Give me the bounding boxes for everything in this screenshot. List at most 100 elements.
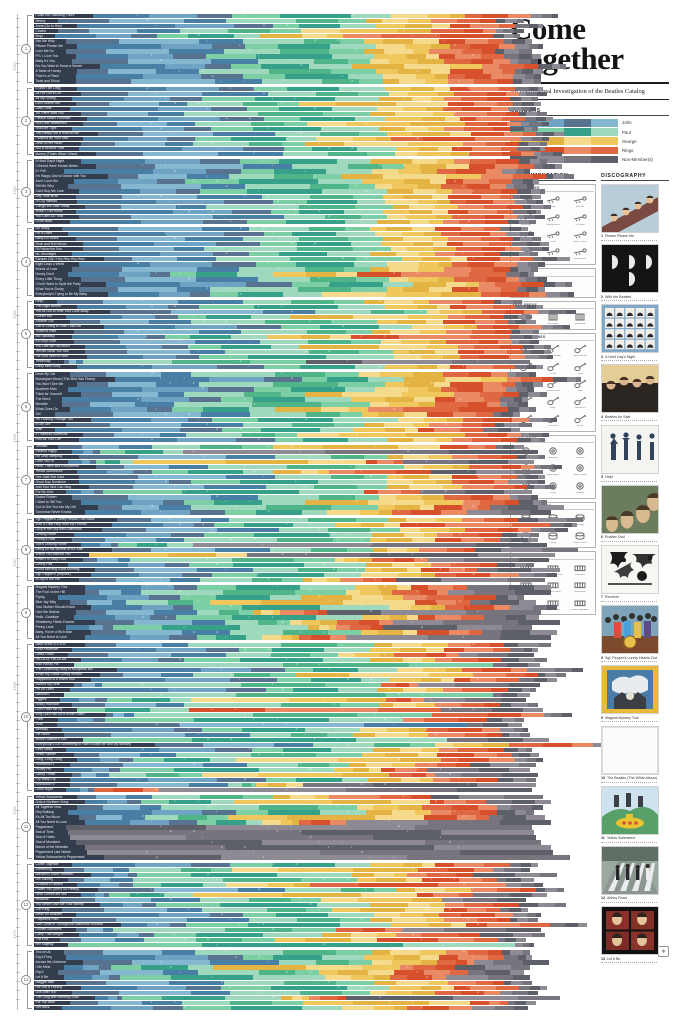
song-title-chip: You Never Give Me Your Money <box>34 902 101 908</box>
bar-segment-john <box>108 19 185 24</box>
bar-segment-paul <box>250 121 285 127</box>
song-title-chip: Wait <box>34 427 55 432</box>
bar-segment-george <box>382 595 404 600</box>
bar-segment-john <box>158 392 184 397</box>
bar-segment-nonmembers <box>541 464 553 470</box>
bar-segment-paul <box>360 677 389 683</box>
bar-segment-george <box>304 141 345 147</box>
bar-segment-paul <box>216 820 246 825</box>
bar-segment-george <box>369 226 386 232</box>
bar-segment-john <box>188 397 221 402</box>
bar-segment-nonmembers <box>515 470 544 475</box>
bar-segment-george <box>382 19 409 24</box>
bar-segment-nonmembers <box>515 69 523 74</box>
bar-segment-nonmembers <box>539 872 557 878</box>
bar-segment-paul <box>187 965 214 970</box>
bar-segment-paul <box>331 505 378 510</box>
bar-segment-john <box>151 364 218 370</box>
bar-segment-john <box>174 324 237 330</box>
bar-segment-nonmembers <box>505 387 518 392</box>
bar-segment-john <box>185 732 251 738</box>
bar-segment-ringo <box>480 194 501 199</box>
bar-segment-paul <box>254 387 291 392</box>
bar-segment-ringo <box>453 392 481 397</box>
legend-swatch <box>591 155 618 164</box>
bar-segment-nonmembers <box>500 402 508 407</box>
bar-segment-george <box>423 532 437 537</box>
bar-segment-nonmembers <box>503 34 514 39</box>
bar-segment-ringo <box>390 975 407 980</box>
bar-segment-ringo <box>487 955 504 960</box>
bar-segment-paul <box>347 59 370 64</box>
bar-segment-george <box>364 299 384 304</box>
bar-segment-nonmembers <box>539 189 546 194</box>
bar-segment-george <box>267 782 287 788</box>
song-title-chip: With a Little Help from My Friends <box>34 522 112 527</box>
bar-segment-paul <box>161 805 260 810</box>
bar-segment-john <box>202 91 268 97</box>
bar-segment-ringo <box>474 752 497 758</box>
bar-segment-john <box>115 917 187 923</box>
bar-segment-george <box>415 887 445 893</box>
song-row: I'll Follow the Sun ♪ ♩ ♫ <box>34 247 549 252</box>
bar-segment-ringo <box>500 292 530 297</box>
bar-segment-george <box>384 752 419 758</box>
bar-segment-john <box>141 397 189 402</box>
bar-segment-nonmembers <box>509 917 517 923</box>
bar-segment-ringo <box>471 131 504 137</box>
bar-segment-george <box>449 527 466 532</box>
bar-segment-ringo <box>483 226 501 232</box>
bar-segment-john <box>165 64 205 69</box>
bar-segment-paul <box>282 630 329 635</box>
bar-segment-paul <box>243 422 292 427</box>
bar-segment-john <box>181 572 212 578</box>
bar-segment-ringo <box>496 917 510 923</box>
song-title-chip: Wild Honey Pie <box>34 662 74 668</box>
release-timeline: 1963 1964 1965 1966 1967 1968 1969 1970 <box>13 14 21 1010</box>
bar-segment-nonmembers <box>443 927 507 933</box>
bar-segment-nonmembers <box>507 577 546 583</box>
bar-segment-ringo <box>423 970 450 975</box>
bar-segment-john <box>151 547 215 553</box>
album-number-badge: 8 <box>21 544 31 555</box>
bar-segment-ringo <box>448 74 465 79</box>
bar-segment-george <box>369 252 396 257</box>
bar-segment-nonmembers <box>517 214 525 219</box>
bar-segment-nonmembers <box>518 267 531 272</box>
bar-segment-ringo <box>444 495 471 500</box>
bar-segment-nonmembers <box>345 820 428 825</box>
album-tracks: Back in the U.S.S.R. ♩ ♫ ♪ ♩ Dear Prudence ♫ ♪ ♩… <box>34 642 621 793</box>
timeline-tick <box>15 720 20 721</box>
bar-segment-george <box>411 324 445 330</box>
bar-segment-john <box>157 116 220 122</box>
bar-segment-nonmembers <box>512 299 523 304</box>
bar-segment-ringo <box>494 319 508 325</box>
timeline-tick <box>15 972 20 973</box>
bar-segment-john <box>66 314 122 320</box>
album-bracket: 3 <box>21 159 34 224</box>
song-title-chip: Can't Buy Me Love <box>34 189 80 194</box>
bar-segment-paul <box>310 194 353 199</box>
album-number-badge: 4 <box>21 256 31 267</box>
bar-segment-nonmembers <box>220 855 407 860</box>
bar-segment-george <box>371 329 391 335</box>
bar-segment-ringo <box>406 1005 424 1010</box>
bar-segment-george <box>379 495 396 500</box>
bar-segment-john <box>173 209 233 214</box>
bar-segment-ringo <box>317 610 328 615</box>
album-group: 9 Magical Mystery Tour ♫ ♪ ♩ ♫ ♪ The Fool on th… <box>21 585 561 640</box>
bar-segment-george <box>373 912 400 918</box>
bar-segment-george <box>377 319 397 325</box>
bar-segment-john <box>133 620 193 625</box>
bar-segment-john <box>202 762 247 768</box>
bar-segment-ringo <box>490 314 504 320</box>
instrument-label: Tuba <box>550 241 556 244</box>
bar-segment-john <box>82 965 100 970</box>
bar-segment-george <box>252 610 261 615</box>
bar-segment-nonmembers <box>300 830 441 835</box>
bar-segment-ringo <box>504 309 525 314</box>
bar-segment-john <box>147 922 171 928</box>
bar-segment-paul <box>287 86 340 91</box>
bar-segment-ringo <box>471 189 501 194</box>
bar-segment-george <box>419 262 439 267</box>
